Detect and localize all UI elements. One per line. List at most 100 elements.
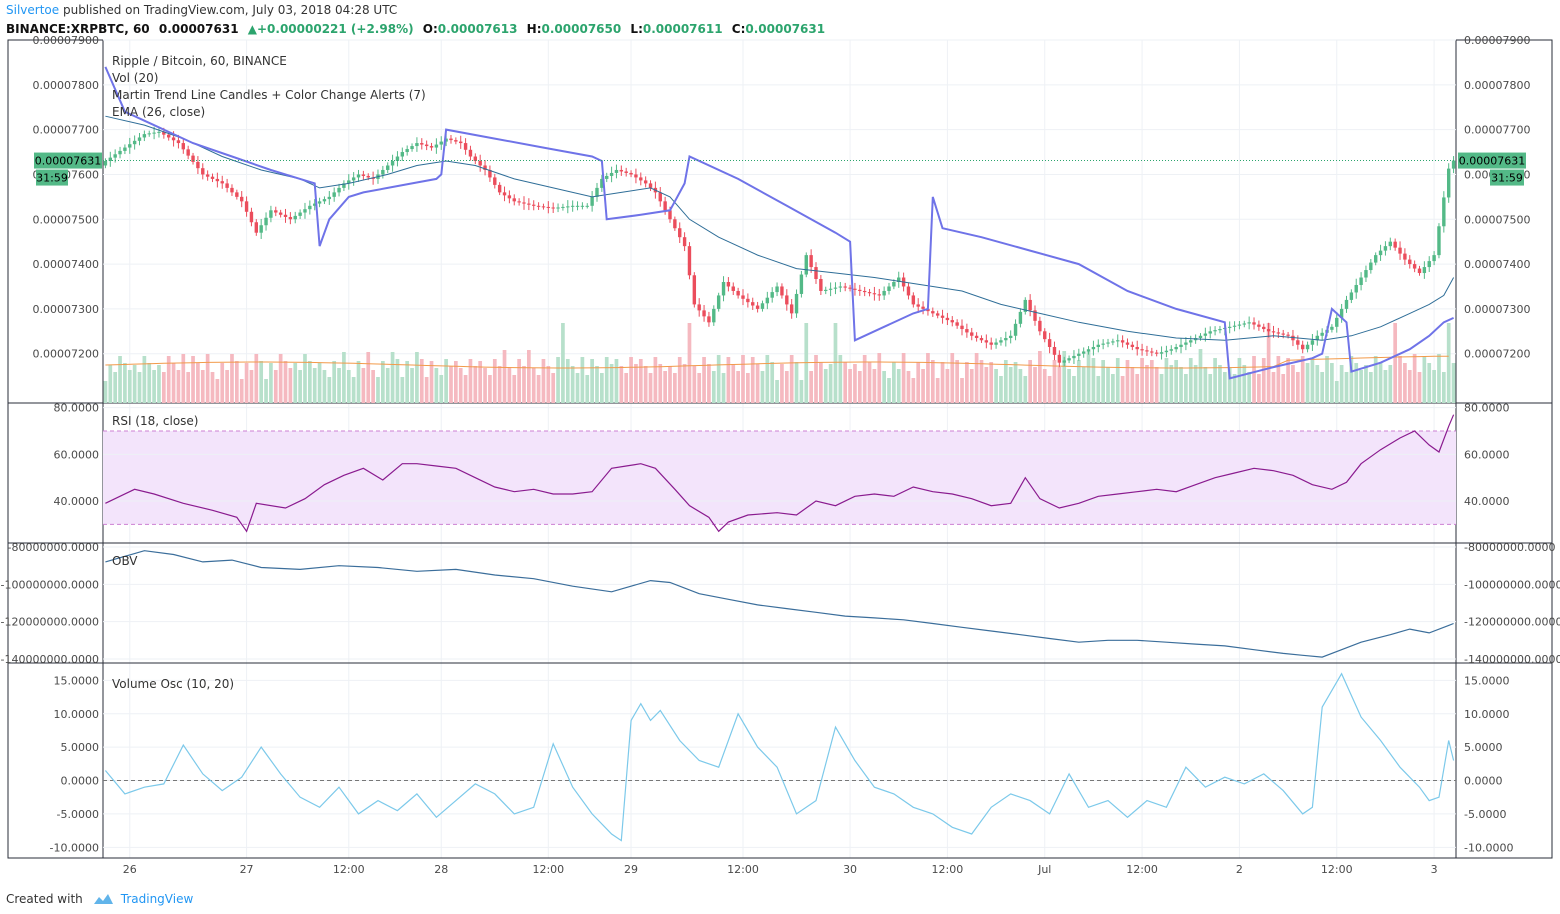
candle-body (1213, 330, 1217, 332)
volume-bar (969, 369, 974, 403)
volume-bar (1364, 365, 1368, 403)
volume-bar (317, 363, 322, 403)
volume-bar (307, 361, 312, 403)
volume-bar (580, 357, 585, 403)
candle-body (483, 165, 487, 170)
volume-bar (210, 372, 215, 403)
candle-body (361, 174, 366, 176)
candle-body (1047, 339, 1052, 347)
rsi-tick-right: 60.0000 (1464, 448, 1510, 461)
candle-body (707, 316, 711, 323)
volume-bar (624, 373, 629, 403)
volume-bar (1096, 376, 1101, 403)
obv-tick-left: -120000000.0000 (1, 616, 99, 629)
volume-bar (449, 366, 453, 403)
price-legend-item: Vol (20) (112, 71, 158, 85)
candle-body (1130, 344, 1135, 347)
volume-bar (1218, 365, 1222, 403)
candle-body (1373, 255, 1378, 263)
volume-bar (1213, 358, 1217, 403)
candle-body (1116, 340, 1120, 342)
candle-body (1033, 310, 1037, 321)
volume-bar (1441, 372, 1446, 403)
volume-bar (682, 364, 687, 403)
candle-body (726, 282, 731, 287)
x-tick-label: 12:00 (532, 863, 564, 876)
volume-bar (1373, 356, 1378, 403)
candle-body (609, 172, 614, 176)
candle-body (162, 131, 166, 135)
vosc-tick-right: -5.0000 (1464, 808, 1506, 821)
volume-bar (171, 363, 176, 403)
candle-body (1296, 340, 1300, 345)
candle-body (877, 294, 881, 296)
volume-bar (862, 355, 867, 403)
candle-body (780, 286, 784, 296)
price-tick-left: 0.00007400 (33, 258, 99, 271)
volume-bar (429, 361, 434, 403)
candle-body (1271, 331, 1276, 333)
volume-bar (551, 373, 556, 403)
candle-body (1140, 349, 1144, 351)
volume-bar (901, 353, 906, 403)
volume-bar (882, 371, 886, 403)
volume-bar (1038, 351, 1042, 403)
volume-bar (512, 375, 517, 403)
vosc-tick-right: -10.0000 (1464, 841, 1513, 854)
chart-canvas[interactable]: 0.00007200 0.00007200 0.00007300 0.00007300… (0, 0, 1560, 880)
candle-body (1398, 247, 1402, 254)
candle-body (147, 133, 151, 135)
candle-body (1364, 270, 1368, 278)
volume-bar (1344, 372, 1349, 403)
obv-tick-right: -100000000.0000 (1464, 578, 1560, 591)
last-price-label-right: 0.00007631 (1459, 155, 1525, 168)
volume-bar (273, 370, 278, 403)
volume-bar (1188, 358, 1193, 403)
candle-body (600, 178, 604, 188)
volume-bar (1067, 369, 1071, 403)
candle-body (945, 317, 950, 321)
candle-body (1305, 344, 1310, 350)
candle-body (1028, 299, 1032, 311)
candle-body (843, 286, 847, 288)
candle-body (424, 144, 429, 147)
volume-bar (288, 368, 293, 403)
candle-body (493, 177, 497, 185)
last-price-badge-right (1458, 152, 1526, 169)
candle-body (1300, 344, 1305, 350)
volume-bar (225, 370, 229, 403)
martin-trend-line (104, 66, 1455, 380)
author-link[interactable]: Silvertoe (6, 3, 60, 17)
price-tick-right: 0.00007700 (1464, 124, 1530, 137)
volume-bar (692, 366, 697, 403)
x-tick-label: 29 (624, 863, 638, 876)
volume-bar (1334, 381, 1339, 403)
candle-body (517, 201, 521, 203)
candle-body (1422, 267, 1427, 274)
volume-bar (239, 379, 244, 403)
candle-body (1008, 335, 1013, 339)
candle-body (1145, 350, 1149, 352)
candle-body (1198, 335, 1203, 339)
candle-body (283, 214, 288, 218)
vosc-tick-left: 15.0000 (54, 674, 100, 687)
candle-body (1354, 284, 1358, 293)
price-tick-right: 0.00007200 (1464, 348, 1530, 361)
volume-bar (303, 354, 307, 403)
volume-bar (600, 373, 604, 403)
tradingview-brand[interactable]: TradingView (120, 892, 194, 906)
candle-body (838, 286, 843, 288)
volume-bar (1242, 365, 1247, 403)
volume-bar (741, 355, 745, 403)
volume-bar (1388, 365, 1393, 403)
volume-bar (478, 361, 483, 403)
footer: Created with TradingView (6, 892, 193, 906)
candle-body (935, 313, 940, 316)
volume-bar (454, 361, 458, 403)
high-label: H: (526, 22, 542, 36)
volume-bar (1033, 367, 1037, 403)
x-tick-label: Jul (1037, 863, 1051, 876)
volume-bar (634, 364, 638, 403)
volume-bar (351, 377, 356, 403)
volume-bar (1003, 360, 1008, 403)
